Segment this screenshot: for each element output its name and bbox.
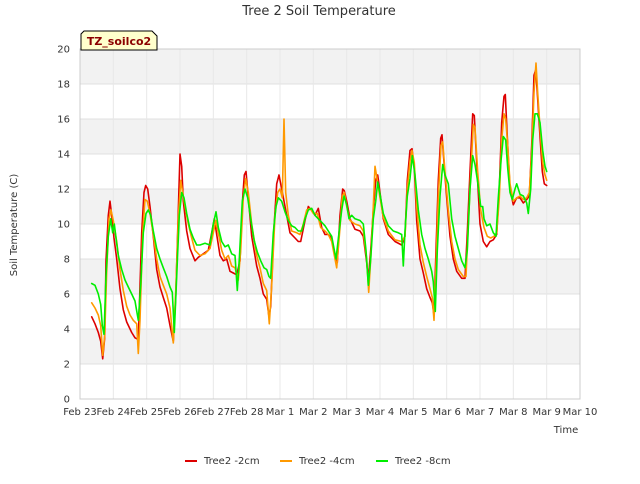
grid-band — [80, 329, 580, 364]
badge-box — [80, 30, 158, 51]
grid-band — [80, 259, 580, 294]
y-tick-label: 2 — [64, 360, 70, 371]
y-tick-label: 20 — [57, 45, 70, 56]
legend-label: Tree2 -2cm — [203, 456, 260, 467]
legend-item-3: Tree2 -8cm — [376, 456, 451, 467]
x-tick-label: Feb 26 — [163, 407, 197, 418]
x-tick-label: Mar 5 — [399, 407, 427, 418]
grid-band — [80, 119, 580, 154]
x-tick-label: Mar 10 — [563, 407, 598, 418]
legend-item-2: Tree2 -4cm — [280, 456, 355, 467]
y-tick-label: 4 — [64, 325, 70, 336]
x-tick-label: Mar 1 — [266, 407, 294, 418]
x-tick-label: Mar 9 — [532, 407, 560, 418]
x-tick-label: Mar 2 — [299, 407, 327, 418]
grid-band — [80, 154, 580, 189]
y-tick-label: 14 — [57, 150, 70, 161]
chart-title: Tree 2 Soil Temperature — [241, 4, 396, 19]
legend-label: Tree2 -4cm — [298, 456, 355, 467]
legend-label: Tree2 -8cm — [394, 456, 451, 467]
badge-label: TZ_soilco2 — [87, 35, 151, 48]
x-tick-label: Feb 28 — [230, 407, 264, 418]
series-line-3 — [90, 113, 548, 336]
plot-background — [80, 49, 580, 399]
y-tick-label: 8 — [64, 255, 70, 266]
y-tick-label: 12 — [57, 185, 70, 196]
y-tick-label: 6 — [64, 290, 70, 301]
x-tick-label: Mar 7 — [466, 407, 494, 418]
grid-band — [80, 49, 580, 84]
x-axis-title: Time — [553, 425, 578, 436]
y-axis-ticks: 0 2 4 6 8 10 12 14 16 18 20 — [57, 45, 70, 406]
y-tick-label: 10 — [57, 220, 70, 231]
x-tick-label: Feb 27 — [197, 407, 231, 418]
series-badge: TZ_soilco2 — [80, 30, 158, 51]
x-tick-label: Feb 23 — [63, 407, 97, 418]
grid-band — [80, 84, 580, 119]
plot-frame — [79, 48, 581, 400]
y-axis-title: Soil Temperature (C) — [9, 174, 20, 277]
x-tick-label: Mar 4 — [366, 407, 394, 418]
x-tick-label: Mar 8 — [499, 407, 527, 418]
y-tick-label: 18 — [57, 80, 70, 91]
x-tick-label: Mar 3 — [332, 407, 360, 418]
x-tick-label: Feb 24 — [97, 407, 131, 418]
series-lines — [90, 62, 548, 360]
x-tick-label: Feb 25 — [130, 407, 164, 418]
legend: Tree2 -2cm Tree2 -4cm Tree2 -8cm — [185, 456, 451, 467]
y-tick-label: 16 — [57, 115, 70, 126]
legend-item-1: Tree2 -2cm — [185, 456, 260, 467]
grid-band — [80, 189, 580, 224]
y-tick-label: 0 — [64, 395, 70, 406]
x-tick-label: Mar 6 — [432, 407, 460, 418]
grid-band — [80, 294, 580, 329]
grid-band — [80, 364, 580, 399]
x-axis-ticks: Feb 23 Feb 24 Feb 25 Feb 26 Feb 27 Feb 28 Mar … — [63, 407, 597, 418]
